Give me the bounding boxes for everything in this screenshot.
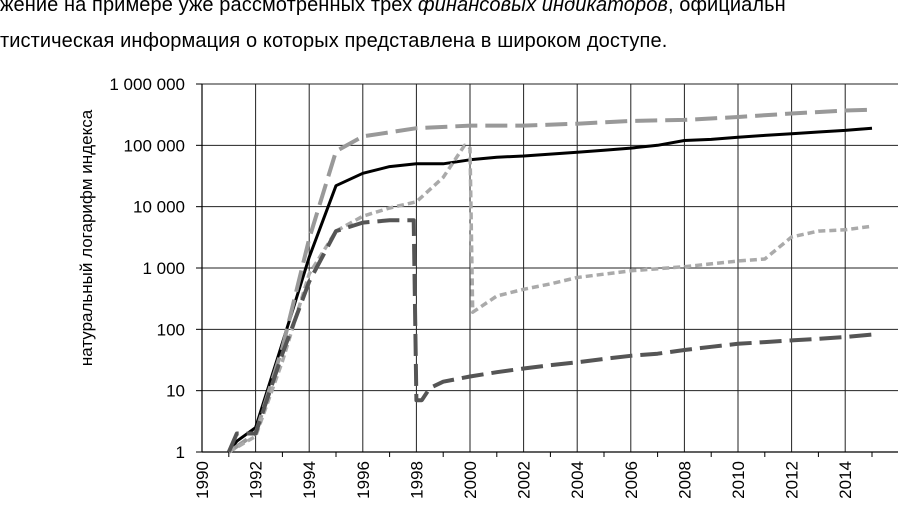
- x-tick-label: 1990: [193, 461, 212, 499]
- series-line-4: [226, 218, 873, 453]
- x-tick-label: 1998: [407, 461, 426, 499]
- grid: [202, 83, 898, 452]
- x-tick-label: 2002: [515, 461, 534, 499]
- axes: [196, 83, 898, 457]
- x-tick-label: 2006: [622, 461, 641, 499]
- series-line-2: [227, 107, 873, 454]
- paragraph-line-1-end: , официальн: [667, 0, 786, 16]
- x-tick-label: 2012: [783, 461, 802, 499]
- y-tick-label: 1: [176, 443, 185, 462]
- tick-labels: 1 10 100 1 000 10 000 100 000 1 000 000 1990 199…: [109, 75, 855, 499]
- y-tick-label: 10: [166, 382, 185, 401]
- y-tick-label: 100 000: [124, 136, 185, 155]
- paragraph-line-2: тистическая информация о которых предста…: [0, 30, 668, 52]
- paragraph-line-1: жение на примере уже рассмотренных трех …: [0, 0, 786, 17]
- paragraph-line-1-start: жение на примере уже рассмотренных трех: [0, 0, 418, 16]
- x-tick-label: 2004: [568, 461, 587, 499]
- x-tick-label: 1992: [247, 461, 266, 499]
- x-tick-label: 2014: [836, 461, 855, 499]
- y-tick-label: 1 000 000: [109, 75, 185, 94]
- y-tick-label: 10 000: [133, 198, 185, 217]
- series-line-1: [227, 126, 873, 453]
- series-group: [226, 107, 873, 454]
- x-tick-label: 2000: [461, 461, 480, 499]
- paragraph-line-1-italic: финансовых индикаторов: [417, 0, 668, 16]
- x-tick-label: 2010: [729, 461, 748, 499]
- y-tick-label: 1 000: [142, 259, 185, 278]
- x-tick-label: 1994: [300, 461, 319, 499]
- y-tick-label: 100: [157, 320, 185, 339]
- x-tick-label: 1996: [354, 461, 373, 499]
- x-tick-label: 2008: [675, 461, 694, 499]
- y-axis-label: натуральный логарифм индекса: [77, 109, 96, 366]
